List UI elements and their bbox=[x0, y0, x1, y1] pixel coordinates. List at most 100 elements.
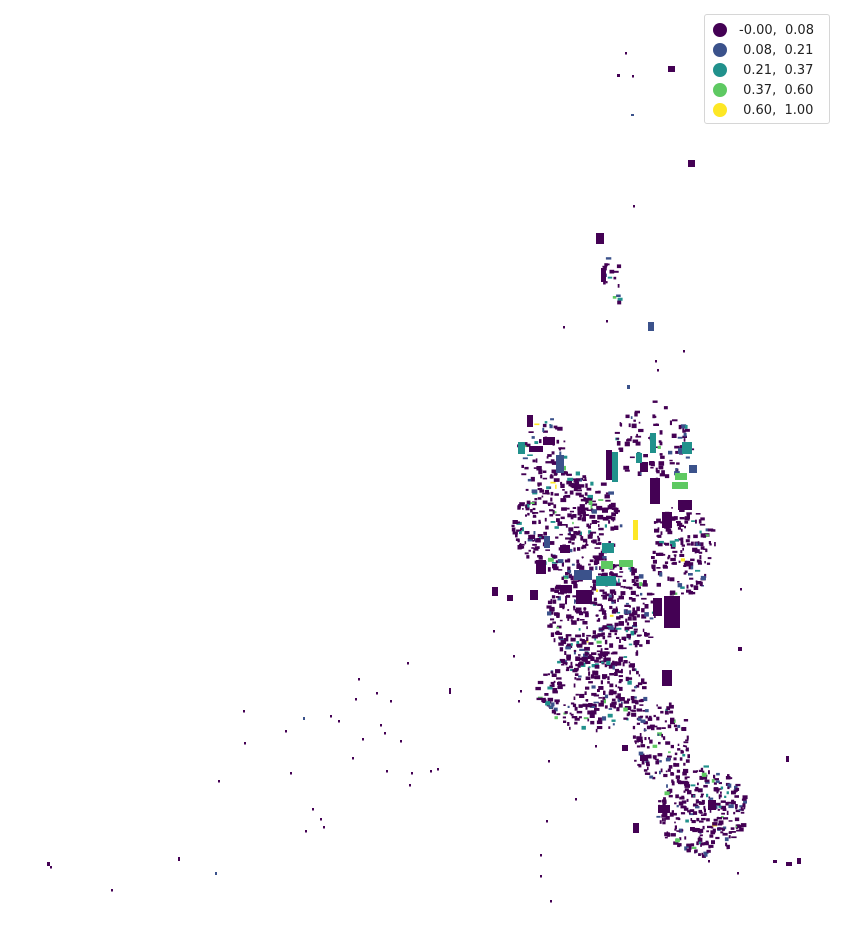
building-1021 bbox=[684, 520, 689, 524]
building-474 bbox=[626, 610, 632, 615]
building-1167 bbox=[669, 710, 674, 714]
building-222 bbox=[548, 486, 552, 489]
building-1693 bbox=[613, 270, 619, 273]
building-642 bbox=[608, 598, 613, 602]
building-177 bbox=[604, 524, 607, 528]
building-1182 bbox=[659, 770, 661, 775]
building-1583 bbox=[683, 438, 686, 442]
building-1172 bbox=[677, 743, 680, 746]
building-935 bbox=[620, 697, 625, 701]
building-581 bbox=[646, 592, 653, 596]
legend-label-2: 0.21, 0.37 bbox=[739, 62, 814, 78]
building-1674 bbox=[561, 455, 568, 459]
building-1010 bbox=[704, 561, 706, 564]
building-1592 bbox=[658, 461, 665, 466]
building-1570 bbox=[626, 439, 630, 442]
building-1325 bbox=[703, 765, 709, 768]
legend-swatch-3 bbox=[713, 83, 727, 97]
building-198 bbox=[526, 555, 530, 559]
building-1157 bbox=[652, 776, 656, 780]
building-1015 bbox=[652, 559, 657, 564]
building-172 bbox=[539, 510, 545, 513]
building-400 bbox=[646, 639, 650, 645]
building-827 bbox=[549, 700, 552, 704]
building-268 bbox=[545, 549, 550, 551]
building-1719 bbox=[536, 560, 546, 574]
building-1419 bbox=[691, 820, 696, 824]
building-374 bbox=[617, 575, 623, 578]
building-266 bbox=[512, 520, 518, 524]
building-1800 bbox=[548, 760, 550, 763]
building-1371 bbox=[734, 795, 739, 798]
legend-swatch-0 bbox=[713, 23, 727, 37]
building-106 bbox=[519, 531, 522, 535]
building-1220 bbox=[674, 752, 678, 756]
building-290 bbox=[531, 489, 538, 493]
building-174 bbox=[581, 556, 584, 559]
building-1667 bbox=[536, 466, 542, 471]
building-353 bbox=[631, 598, 636, 602]
building-640 bbox=[623, 656, 628, 658]
building-598 bbox=[611, 599, 616, 602]
building-683 bbox=[575, 607, 582, 611]
building-303 bbox=[577, 516, 582, 521]
building-761 bbox=[595, 728, 598, 733]
building-1241 bbox=[636, 739, 641, 742]
building-451 bbox=[596, 640, 602, 644]
building-255 bbox=[537, 555, 542, 558]
building-394 bbox=[597, 633, 604, 637]
building-1236 bbox=[663, 773, 668, 778]
building-344 bbox=[546, 605, 552, 609]
building-1496 bbox=[742, 803, 746, 808]
building-1748 bbox=[243, 710, 245, 713]
building-228 bbox=[569, 510, 574, 513]
building-623 bbox=[579, 611, 584, 616]
building-1366 bbox=[721, 812, 725, 815]
building-1695 bbox=[617, 300, 622, 305]
building-315 bbox=[548, 502, 551, 506]
building-1727 bbox=[708, 800, 716, 810]
building-625 bbox=[609, 614, 614, 617]
building-1762 bbox=[376, 692, 378, 695]
building-1726 bbox=[658, 805, 670, 813]
building-1055 bbox=[671, 516, 676, 521]
building-1797 bbox=[627, 385, 630, 389]
building-759 bbox=[563, 720, 567, 723]
building-1543 bbox=[638, 428, 644, 433]
building-959 bbox=[596, 720, 603, 725]
building-531 bbox=[639, 582, 643, 586]
building-1486 bbox=[718, 827, 723, 830]
building-651 bbox=[588, 563, 591, 566]
building-1039 bbox=[705, 528, 709, 532]
building-1317 bbox=[665, 816, 670, 820]
building-1225 bbox=[668, 751, 671, 754]
building-278 bbox=[612, 517, 615, 522]
building-6 bbox=[566, 473, 572, 476]
building-1687 bbox=[606, 263, 610, 266]
building-1755 bbox=[323, 826, 325, 829]
building-1517 bbox=[671, 779, 674, 783]
building-273 bbox=[569, 548, 573, 553]
building-1408 bbox=[740, 823, 747, 828]
building-1681 bbox=[603, 280, 606, 285]
building-1480 bbox=[724, 795, 727, 798]
building-1669 bbox=[558, 447, 561, 451]
building-916 bbox=[602, 716, 607, 721]
building-91 bbox=[598, 552, 604, 558]
building-50 bbox=[590, 481, 594, 486]
building-1334 bbox=[718, 805, 722, 808]
building-533 bbox=[609, 572, 614, 576]
building-197 bbox=[545, 525, 549, 530]
building-1507 bbox=[666, 832, 670, 837]
building-211 bbox=[552, 563, 558, 569]
building-1363 bbox=[720, 816, 724, 818]
building-1516 bbox=[710, 797, 714, 800]
building-1000 bbox=[698, 551, 703, 554]
map-legend: -0.00, 0.08 0.08, 0.21 0.21, 0.37 0.37, … bbox=[704, 14, 830, 124]
building-832 bbox=[594, 664, 600, 669]
building-1788 bbox=[617, 74, 620, 77]
building-371 bbox=[614, 625, 617, 629]
building-688 bbox=[605, 664, 611, 666]
building-586 bbox=[602, 595, 608, 600]
building-270 bbox=[543, 531, 547, 536]
